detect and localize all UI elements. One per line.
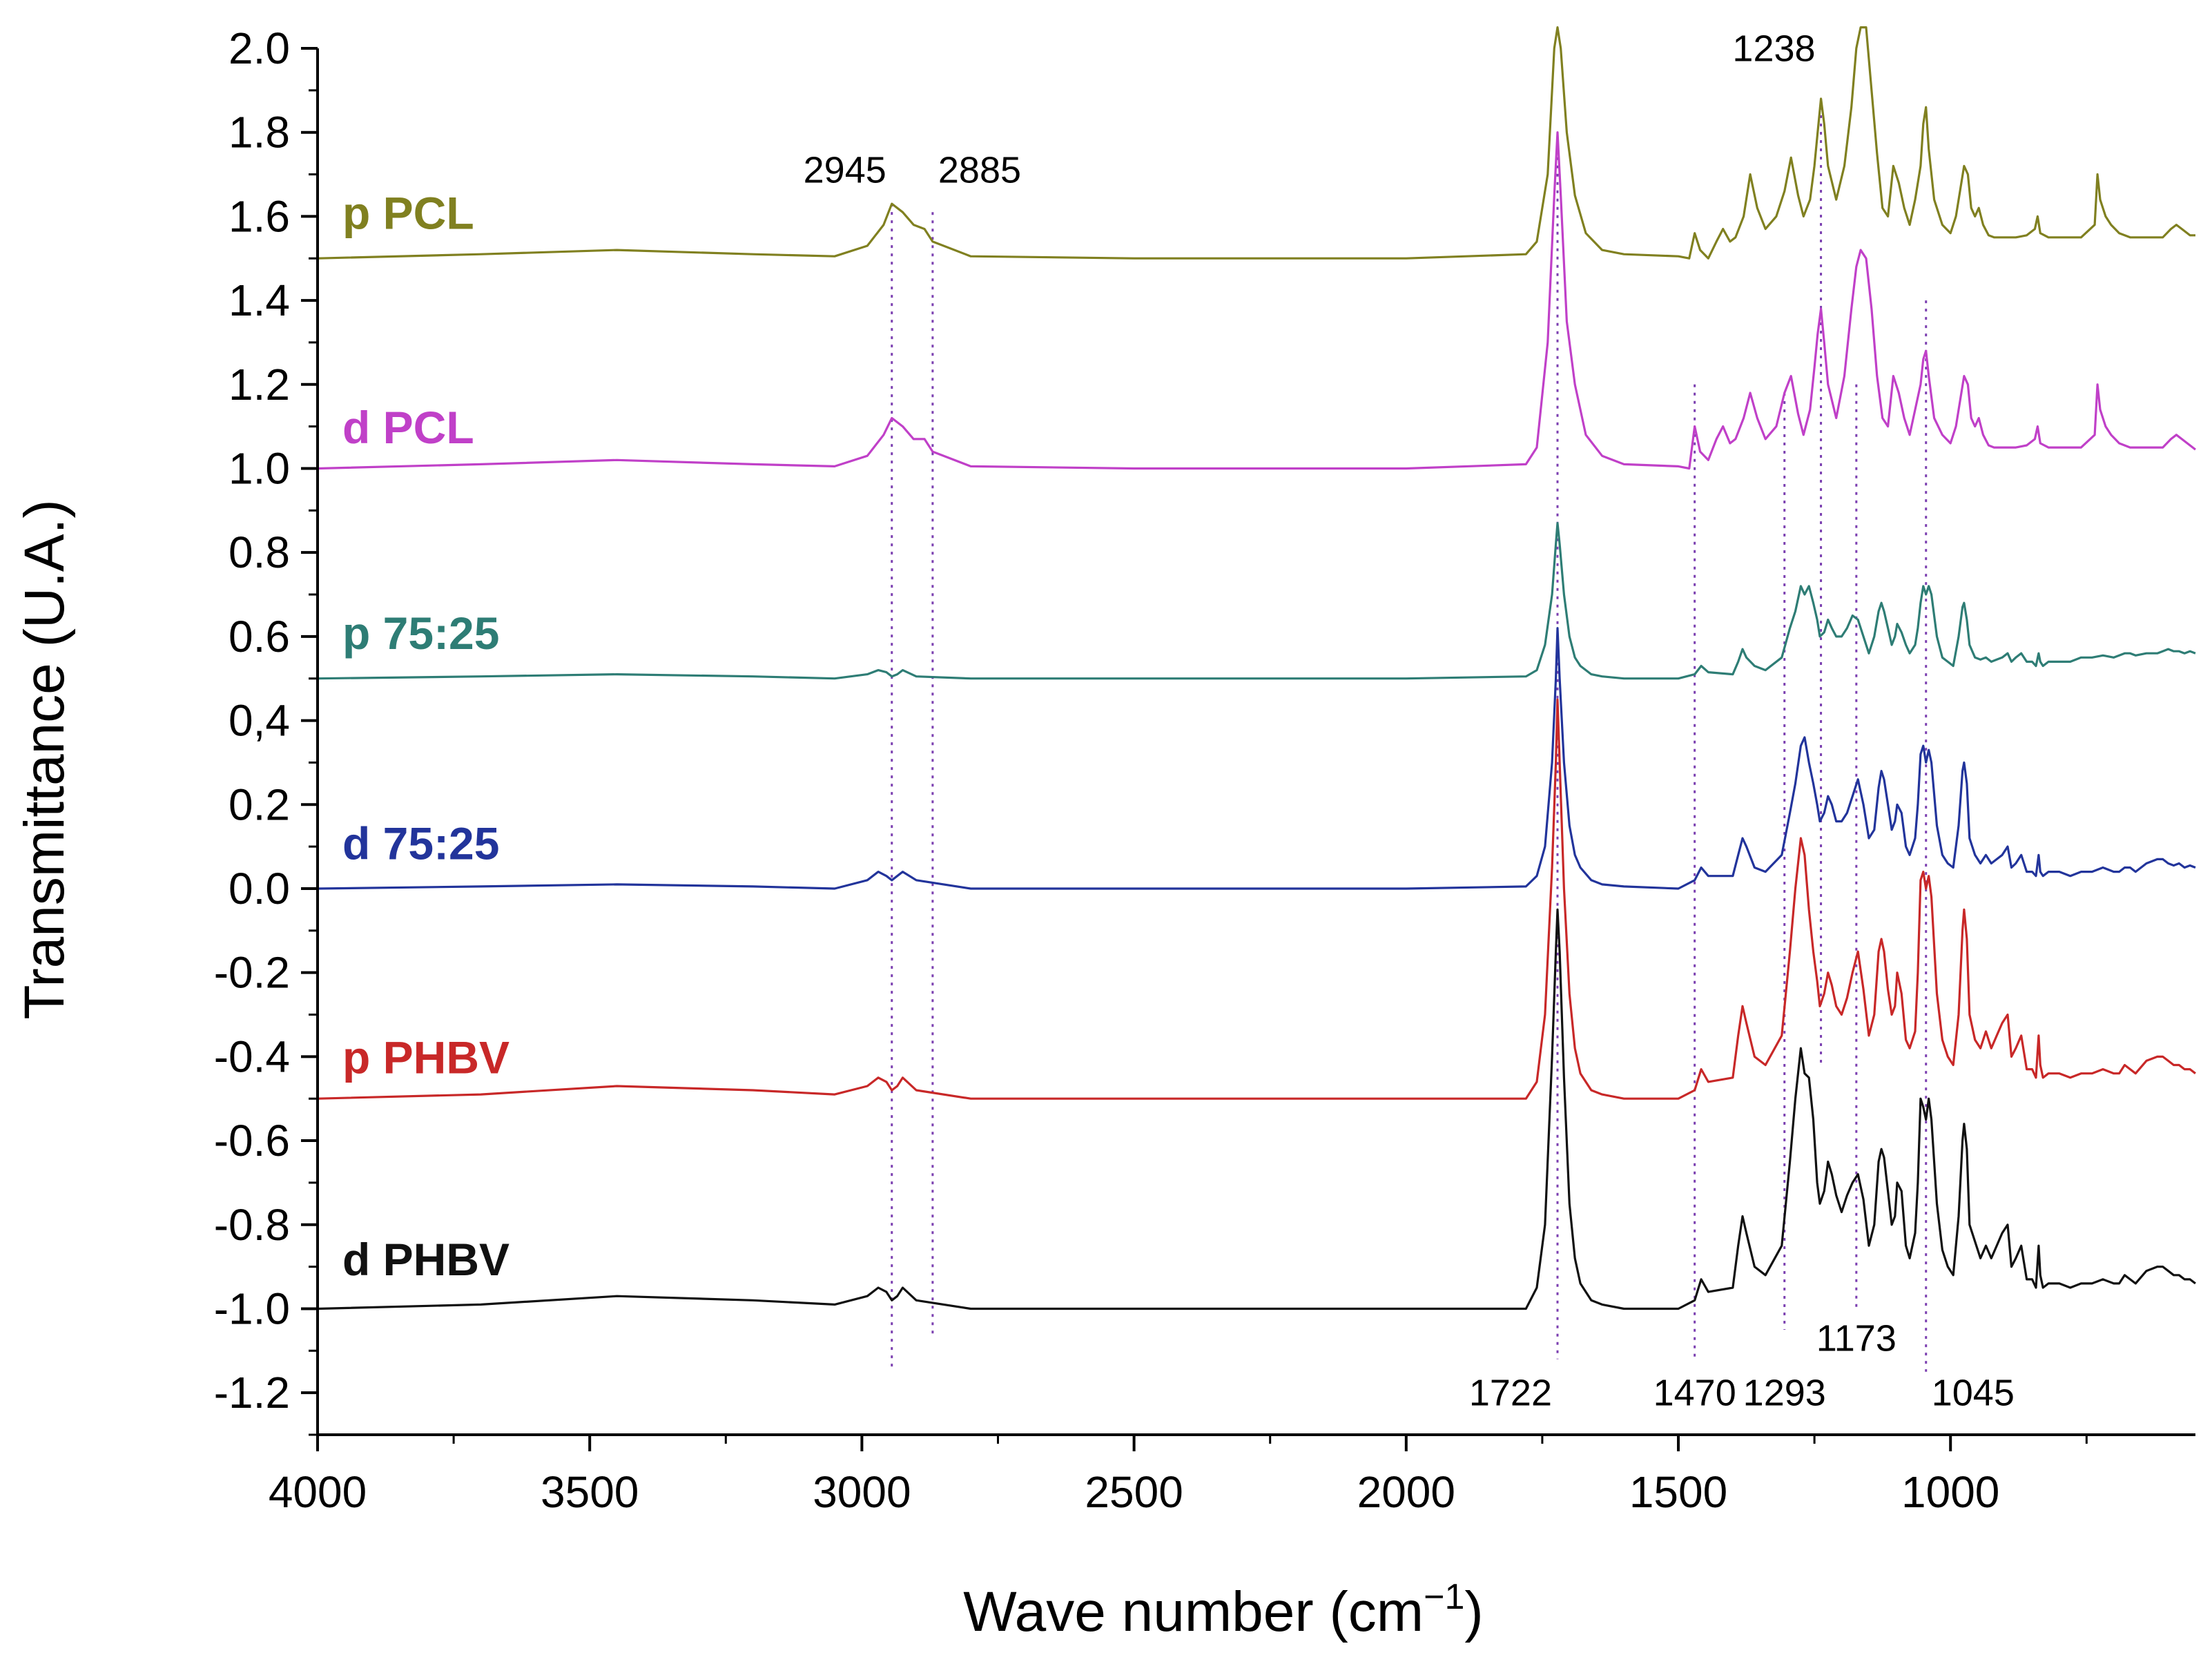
- annotation-label: 1470: [1653, 1372, 1736, 1413]
- x-tick-label: 2000: [1357, 1467, 1455, 1517]
- series-line-p-pcl: [317, 26, 2195, 260]
- x-tick-label: 2500: [1085, 1467, 1183, 1517]
- y-tick-label: 1.2: [229, 360, 290, 409]
- y-tick-label: 1.4: [229, 275, 290, 325]
- series-line-p-75-25: [317, 522, 2196, 680]
- y-tick-label: 0.6: [229, 612, 290, 661]
- y-tick-label: 0.0: [229, 864, 290, 913]
- series-line-d-pcl: [317, 131, 2196, 470]
- series-label: d PHBV: [342, 1234, 510, 1285]
- series-line-p-phbv: [317, 698, 2196, 1100]
- annotation-guides: [891, 99, 1928, 1372]
- y-tick-label: -0.4: [214, 1032, 290, 1081]
- y-tick-label: 0.8: [229, 528, 290, 577]
- y-tick-label: -1.2: [214, 1368, 290, 1417]
- axes: 2.0 1.8 1.6 1.4 1.2 1.0 0.8 0.6 0,4 0.2 0.0 -0.2 -0.…: [214, 23, 2195, 1517]
- series-label: d 75:25: [342, 817, 499, 869]
- x-tick-label: 3000: [813, 1467, 911, 1517]
- series-labels: p PCL d PCL p 75:25 d 75:25 p PHBV d PHBV: [342, 188, 510, 1285]
- series-label: p PHBV: [342, 1032, 510, 1083]
- y-tick-label: 0.2: [229, 780, 290, 829]
- x-axis-title: Wave number (cm−1): [963, 1577, 1483, 1643]
- annotation-labels: 2945 2885 1722 1470 1293 1238 1173 1045: [804, 28, 2015, 1413]
- x-tick-label: 4000: [269, 1467, 367, 1517]
- annotation-label: 1045: [1932, 1372, 2015, 1413]
- x-tick-label: 3500: [541, 1467, 639, 1517]
- series-traces: [317, 26, 2196, 1310]
- annotation-label: 1293: [1743, 1372, 1826, 1413]
- annotation-label: 1722: [1469, 1372, 1552, 1413]
- y-tick-label: -1.0: [214, 1284, 290, 1333]
- series-line-d-phbv: [317, 908, 2196, 1310]
- y-tick-label: 1.8: [229, 108, 290, 157]
- x-axis-title-superscript: −1: [1424, 1577, 1464, 1617]
- x-tick-label: 1000: [1901, 1467, 1999, 1517]
- y-tick-label: -0.8: [214, 1200, 290, 1250]
- x-tick-label: 1500: [1629, 1467, 1727, 1517]
- y-axis-title: Transmittance (U.A.): [13, 499, 76, 1019]
- annotation-label: 2945: [804, 150, 886, 191]
- series-line-d-75-25: [317, 627, 2196, 890]
- series-label: p PCL: [342, 188, 474, 239]
- y-tick-label: 1.6: [229, 191, 290, 241]
- y-tick-label: 2.0: [229, 23, 290, 73]
- y-tick-label: -0.2: [214, 948, 290, 998]
- y-tick-label: 1.0: [229, 443, 290, 493]
- annotation-label: 1173: [1816, 1317, 1896, 1359]
- y-tick-label: 0,4: [229, 696, 290, 746]
- annotation-label: 1238: [1732, 28, 1815, 69]
- series-label: p 75:25: [342, 608, 499, 659]
- y-tick-label: -0.6: [214, 1116, 290, 1165]
- annotation-label: 2885: [938, 150, 1021, 191]
- series-label: d PCL: [342, 402, 474, 453]
